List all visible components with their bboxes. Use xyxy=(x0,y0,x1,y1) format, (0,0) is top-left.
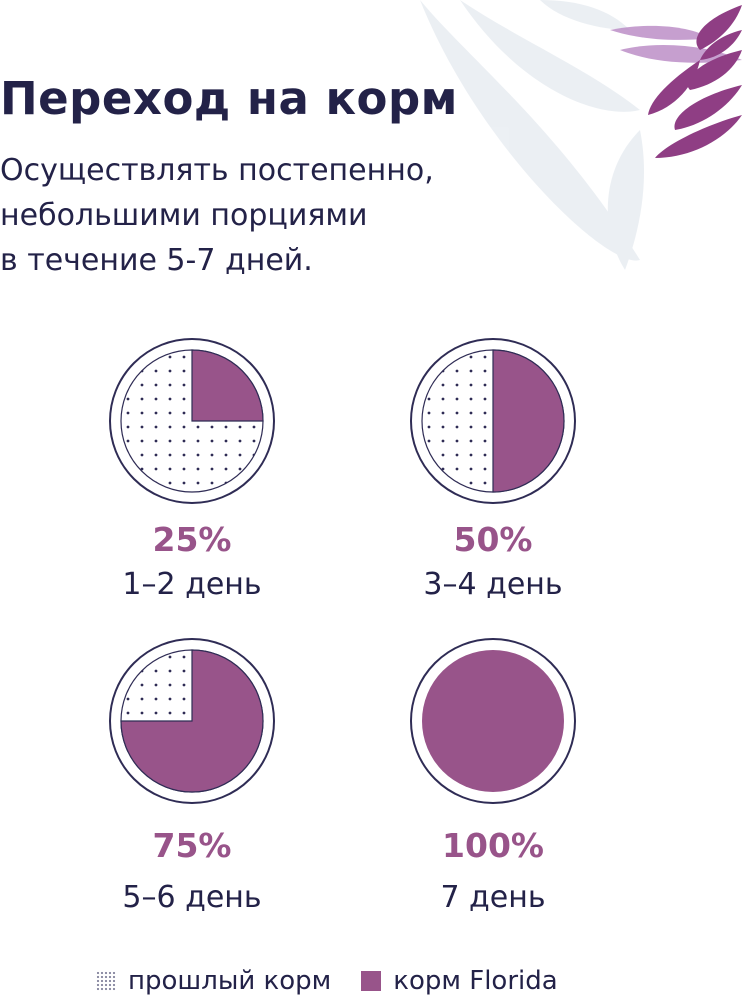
pie-chart-2 xyxy=(408,336,578,506)
dotted-square-icon xyxy=(96,971,116,991)
pie-slice-new-food xyxy=(492,349,565,493)
legend-label-old-food: прошлый корм xyxy=(128,966,332,996)
pie-slice-new-food xyxy=(422,650,564,792)
value-label-2: 50% xyxy=(453,520,533,559)
subtitle-line-2: небольшими порциями xyxy=(0,198,368,233)
legend-item-old-food: прошлый корм xyxy=(96,966,331,996)
subtitle-line-1: Осуществлять постепенно, xyxy=(0,153,434,188)
legend: прошлый корм корм Florida xyxy=(96,963,558,999)
page-title: Переход на корм xyxy=(0,72,458,125)
category-label-3: 5–6 день xyxy=(122,880,262,915)
pie-chart-1 xyxy=(107,336,277,506)
category-label-2: 3–4 день xyxy=(423,567,563,602)
category-label-4: 7 день xyxy=(440,880,546,915)
pie-chart-3 xyxy=(107,636,277,806)
value-label-4: 100% xyxy=(442,826,544,865)
subtitle-line-3: в течение 5-7 дней. xyxy=(0,243,313,278)
category-label-1: 1–2 день xyxy=(122,567,262,602)
legend-item-new-food: корм Florida xyxy=(361,966,558,996)
pie-chart-4 xyxy=(408,636,578,806)
value-label-3: 75% xyxy=(152,826,232,865)
pie-slice-new-food xyxy=(120,649,264,793)
page-subtitle: Осуществлять постепенно, небольшими порц… xyxy=(0,148,434,283)
purple-square-icon xyxy=(361,971,382,991)
legend-label-new-food: корм Florida xyxy=(393,966,558,996)
value-label-1: 25% xyxy=(152,520,232,559)
pie-slice-new-food xyxy=(191,349,264,422)
